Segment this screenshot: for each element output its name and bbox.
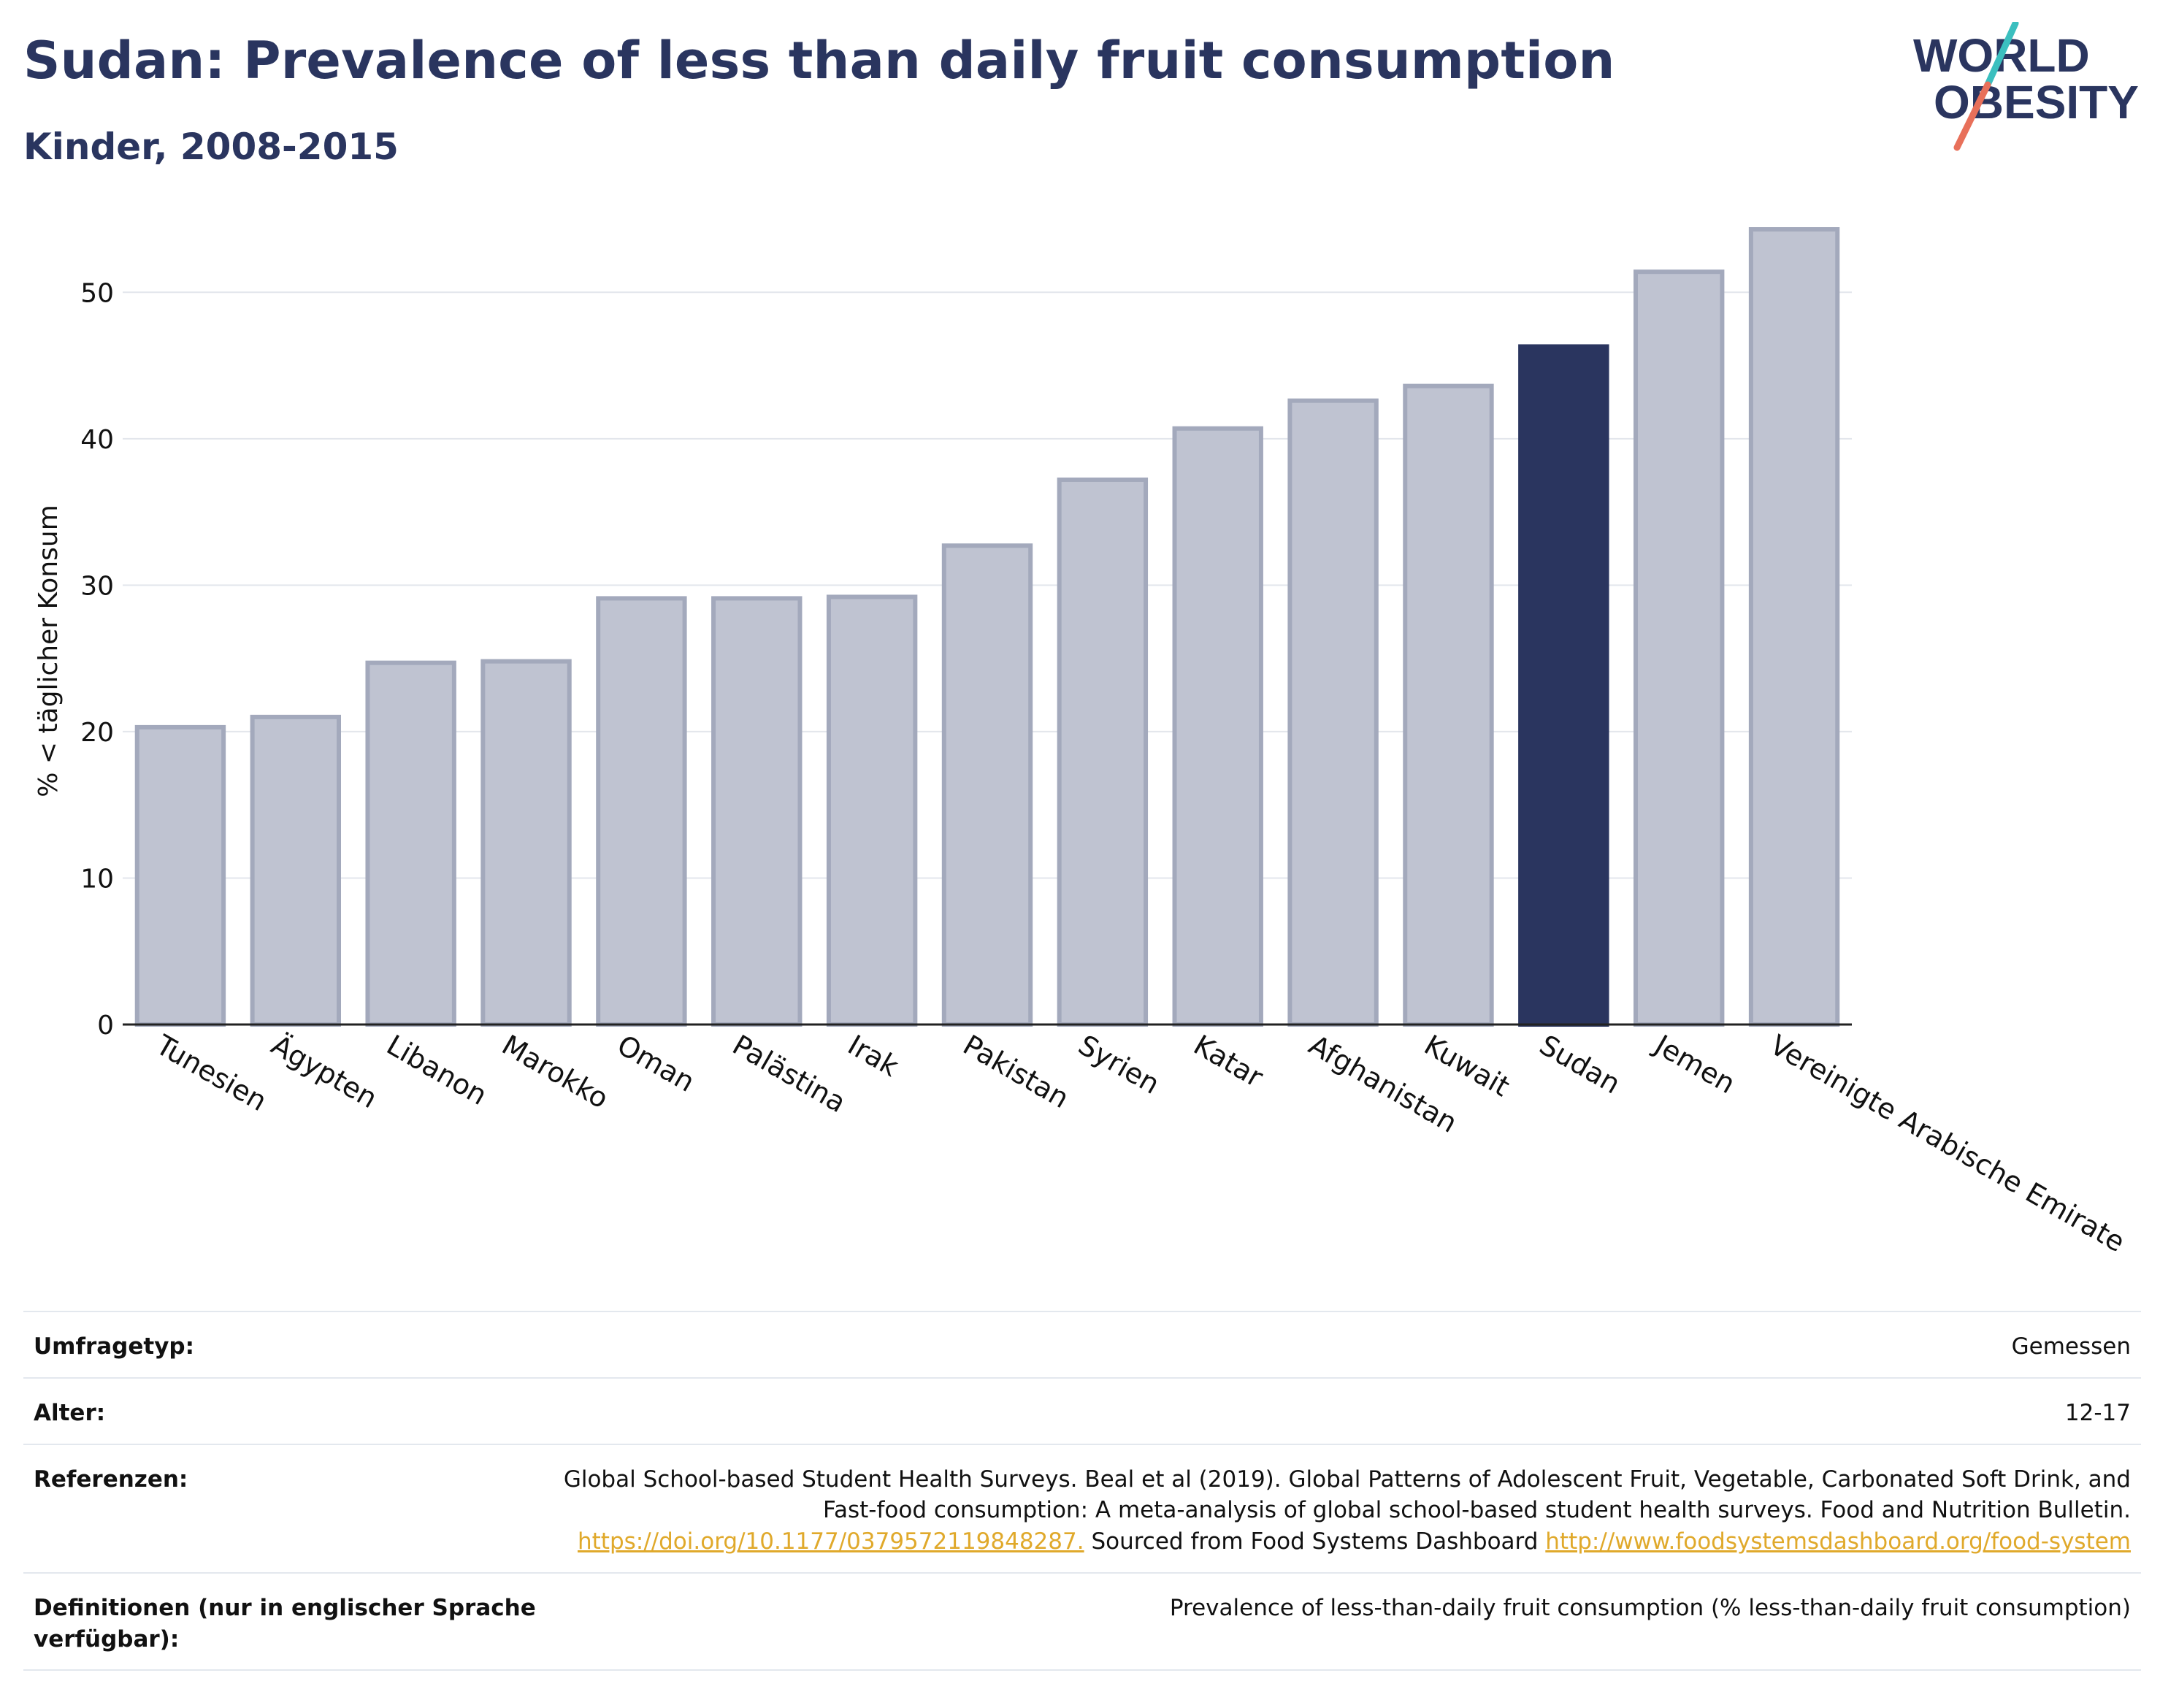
bar-pakistan — [941, 543, 1033, 1027]
bar-kuwait — [1403, 383, 1494, 1027]
bar-jemen — [1634, 269, 1725, 1027]
x-tick-label: Kuwait — [1419, 1029, 1515, 1103]
logo-slash-coral — [1953, 81, 1991, 151]
bar-irak — [826, 594, 918, 1027]
metadata-table: Umfragetyp: Gemessen Alter: 12-17 Refere… — [23, 1311, 2141, 1671]
survey-type-row: Umfragetyp: Gemessen — [23, 1311, 2141, 1379]
bar-afghanistan — [1287, 398, 1379, 1027]
bar-vereinigte-arabische-emirate — [1748, 227, 1840, 1027]
x-tick-label: Palästina — [727, 1029, 851, 1119]
x-tick-label: Tunesien — [150, 1028, 272, 1117]
chart-title: Sudan: Prevalence of less than daily fru… — [23, 31, 1615, 91]
references-value: Global School-based Student Health Surve… — [548, 1443, 2141, 1574]
y-tick-label: 50 — [80, 278, 114, 308]
bars — [134, 227, 1840, 1027]
x-tick-label: Jemen — [1648, 1028, 1741, 1100]
bar-pal-stina — [711, 596, 803, 1027]
y-tick-label: 0 — [97, 1011, 114, 1041]
bar-sudan — [1518, 344, 1609, 1027]
x-tick-label: Libanon — [381, 1029, 492, 1111]
chart-subtitle: Kinder, 2008-2015 — [23, 126, 399, 168]
x-tick-label: Ägypten — [266, 1029, 383, 1115]
references-row: Referenzen: Global School-based Student … — [23, 1443, 2141, 1574]
x-tick-label: Marokko — [497, 1029, 614, 1115]
bar-libanon — [365, 660, 456, 1027]
x-tick-label: Vereinigte Arabische Emirate — [1765, 1029, 2131, 1259]
x-tick-label: Sudan — [1534, 1029, 1626, 1100]
y-tick-label: 20 — [80, 718, 114, 748]
age-label: Alter: — [23, 1376, 548, 1445]
bar-marokko — [480, 659, 572, 1027]
x-tick-label: Pakistan — [958, 1029, 1075, 1115]
logo-slash-teal — [1984, 22, 2019, 88]
y-axis-label: % < täglicher Konsum — [34, 505, 64, 797]
world-obesity-logo: WORLD OBESITY — [1913, 22, 2139, 151]
doi-link[interactable]: https://doi.org/10.1177/0379572119848287… — [578, 1528, 1084, 1555]
age-value: 12-17 — [548, 1376, 2141, 1445]
y-tick-label: 30 — [80, 571, 114, 601]
x-tick-label: Oman — [612, 1029, 700, 1098]
survey-type-value: Gemessen — [548, 1311, 2141, 1379]
x-tick-label: Katar — [1188, 1029, 1268, 1094]
survey-type-label: Umfragetyp: — [23, 1311, 548, 1379]
bar-syrien — [1057, 477, 1149, 1027]
bar-katar — [1172, 426, 1263, 1027]
x-tick-label: Syrien — [1073, 1029, 1165, 1100]
y-tick-label: 10 — [80, 864, 114, 894]
age-row: Alter: 12-17 — [23, 1376, 2141, 1445]
definitions-row: Definitionen (nur in englischer Sprache … — [23, 1571, 2141, 1671]
definitions-value: Prevalence of less-than-daily fruit cons… — [548, 1571, 2141, 1671]
references-label: Referenzen: — [23, 1443, 548, 1574]
y-tick-label: 40 — [80, 425, 114, 455]
bar--gypten — [250, 714, 342, 1027]
references-text-2: Sourced from Food Systems Dashboard — [1091, 1528, 1539, 1555]
definitions-label: Definitionen (nur in englischer Sprache … — [23, 1571, 548, 1671]
bar-tunesien — [134, 724, 226, 1027]
food-systems-dashboard-link[interactable]: http://www.foodsystemsdashboard.org/food… — [1545, 1528, 2131, 1555]
references-text-1: Global School-based Student Health Surve… — [563, 1466, 2131, 1524]
bar-oman — [596, 596, 687, 1027]
x-tick-label: Irak — [843, 1029, 904, 1083]
